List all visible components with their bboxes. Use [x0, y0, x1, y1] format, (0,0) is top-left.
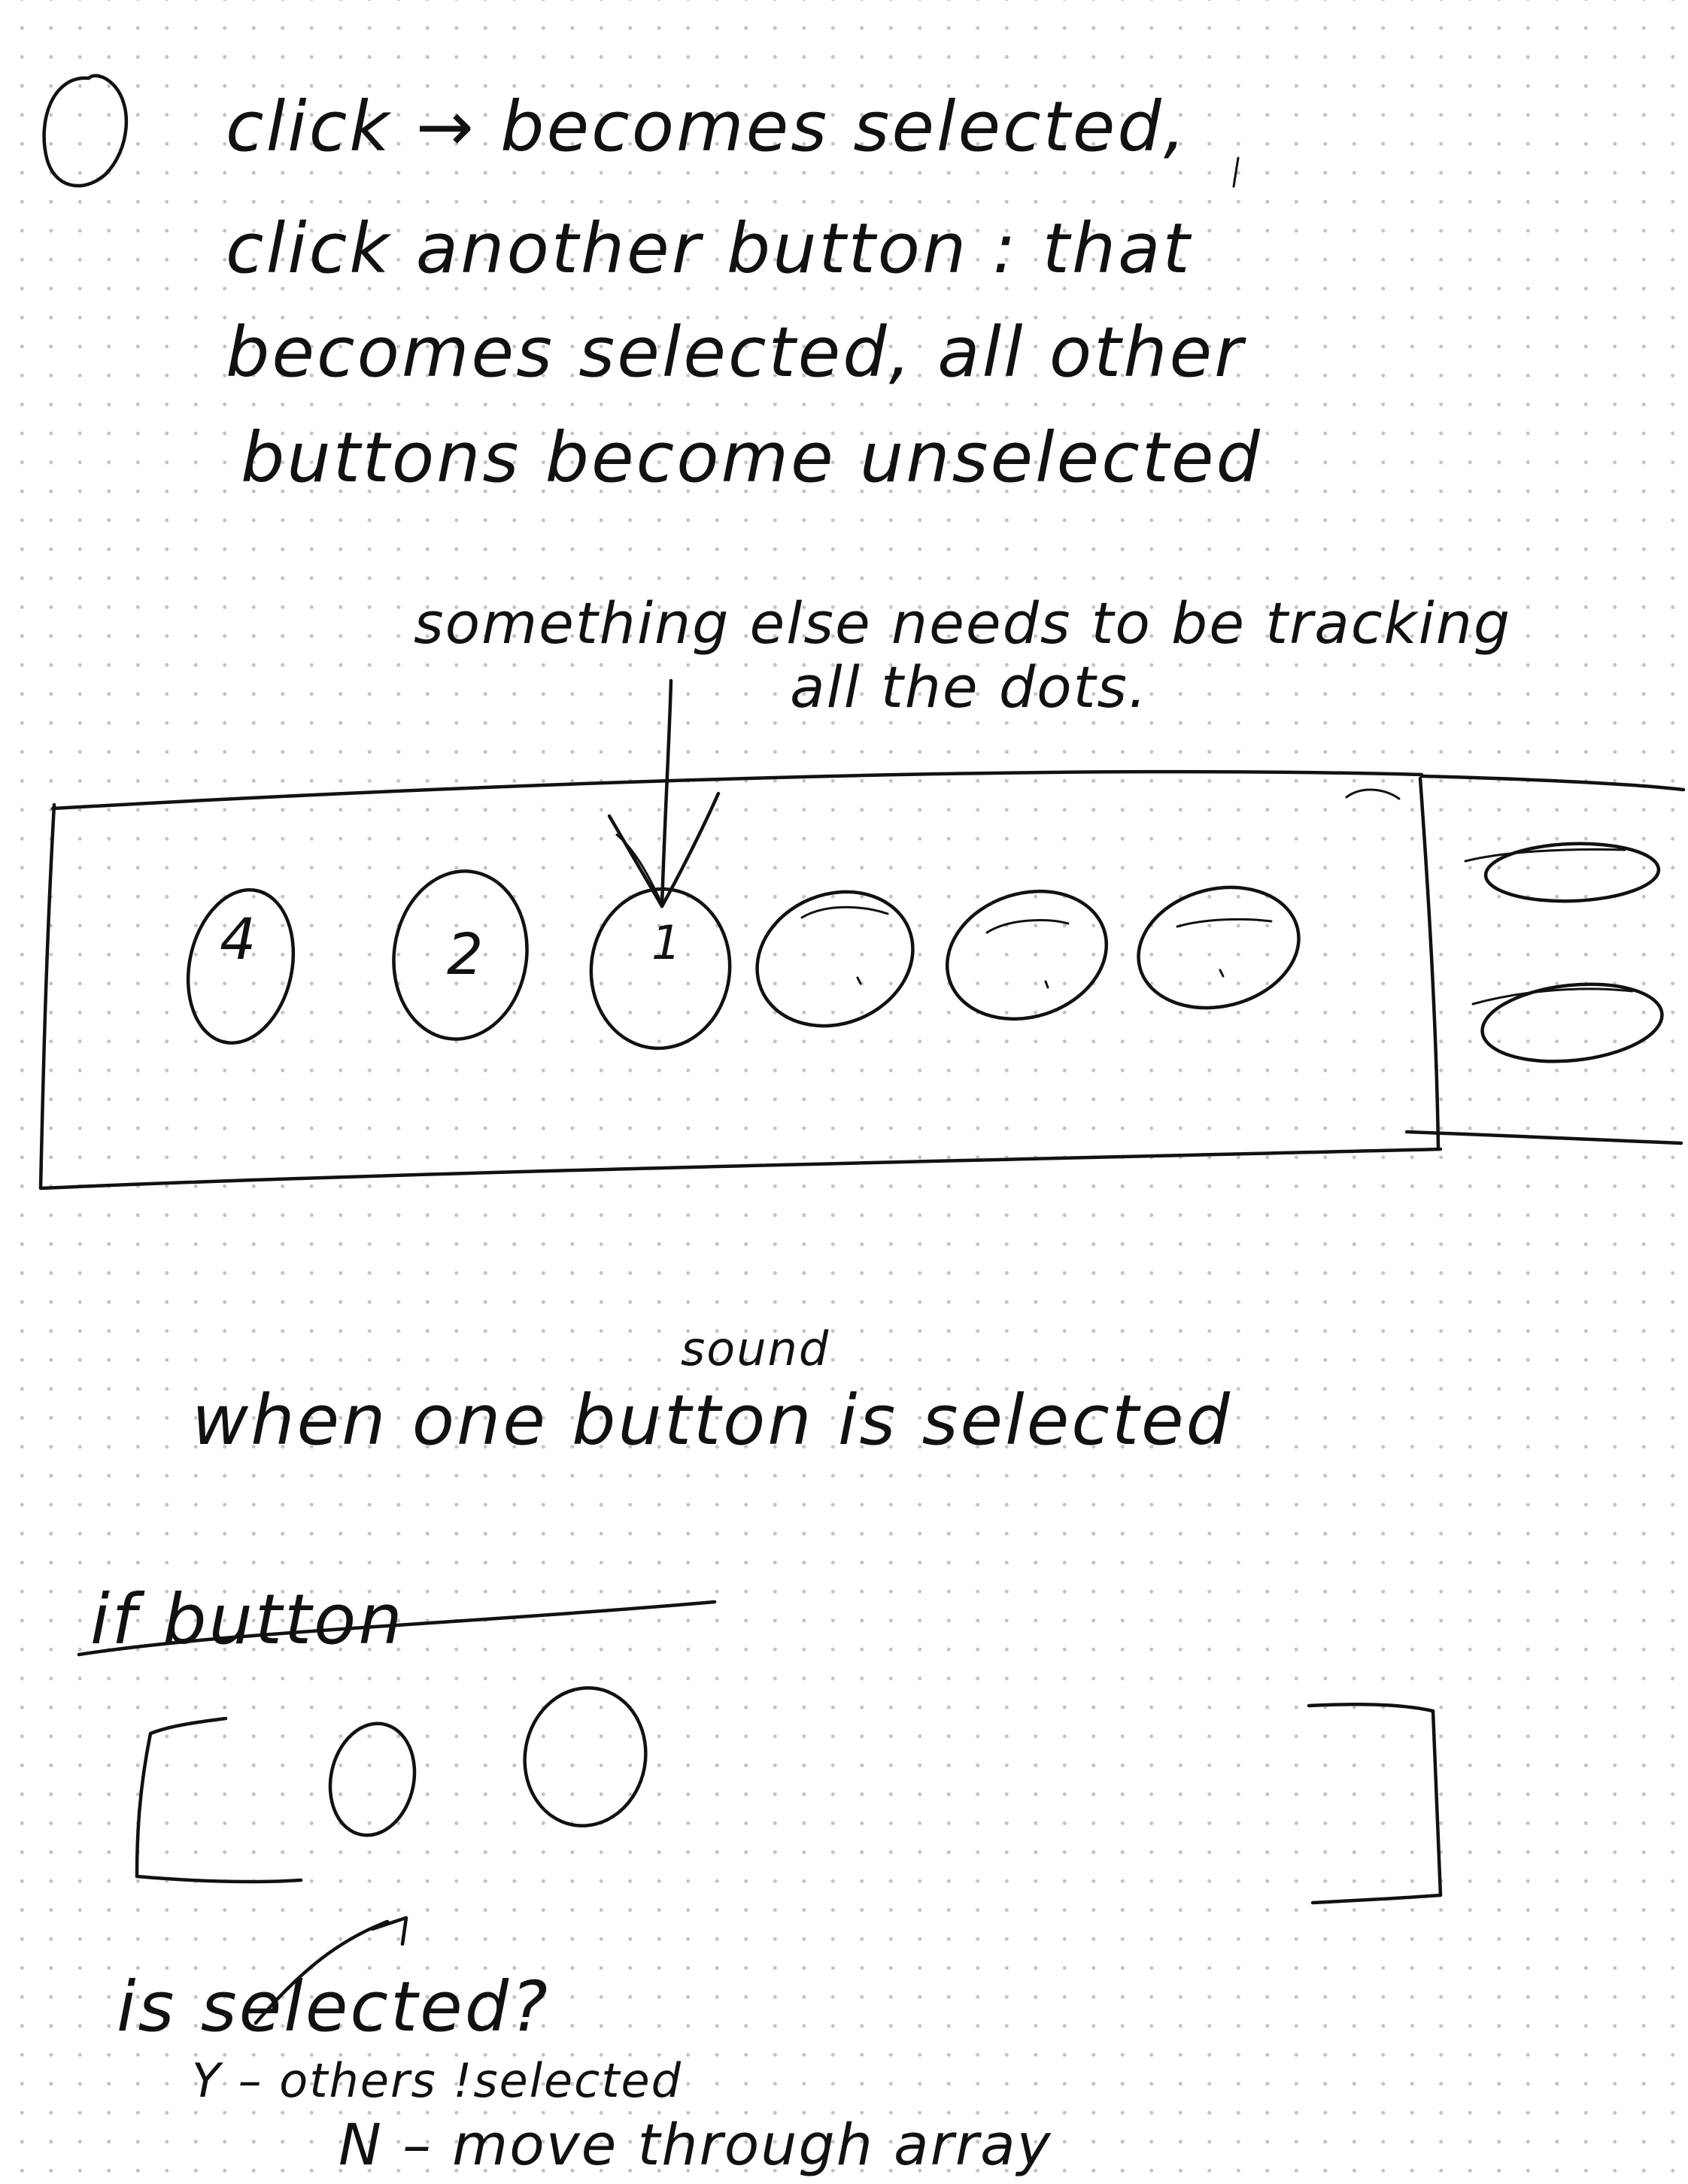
note-line-2: click another button : that	[226, 208, 1192, 289]
array-left-bracket	[135, 1716, 303, 1884]
array-dot-2[interactable]	[514, 1679, 657, 1836]
step-dot-2[interactable]	[383, 863, 537, 1048]
step-dot-1[interactable]	[175, 880, 307, 1053]
step-dot-3[interactable]	[583, 882, 737, 1055]
step-dot-2-label: 2	[447, 921, 484, 987]
sound-line: when one button is selected	[192, 1380, 1232, 1461]
strike-line	[77, 1600, 717, 1657]
crossed-out-note: if button	[77, 1579, 717, 1660]
step-dot-1-label: 4	[220, 905, 257, 972]
comma-tick	[1232, 156, 1240, 188]
side-panel-outline	[1404, 774, 1686, 1145]
side-button-top[interactable]	[1483, 841, 1661, 904]
step-one-number: 1	[69, 113, 90, 151]
note-line-1: click → becomes selected,	[226, 86, 1188, 167]
question-text: is selected?	[117, 1967, 550, 2047]
step-dot-6[interactable]	[1125, 871, 1311, 1024]
step-one-circle	[42, 74, 129, 188]
array-dot-1[interactable]	[320, 1715, 425, 1843]
note-line-6: all the dots.	[790, 654, 1148, 720]
note-line-4: buttons become unselected	[241, 417, 1262, 498]
answer-no: N – move through array	[339, 2111, 1052, 2178]
array-sketch	[135, 1679, 1443, 2025]
tracking-arrow	[607, 678, 721, 908]
step-one-marker: 1	[42, 74, 129, 188]
step-dot-5[interactable]	[931, 872, 1123, 1039]
array-pointer-arrow	[254, 1916, 408, 2025]
step-dot-3-label: 1	[651, 915, 682, 970]
answer-yes: Y – others !selected	[192, 2053, 682, 2108]
note-line-3: becomes selected, all other	[226, 312, 1246, 393]
array-right-bracket	[1307, 1703, 1443, 1905]
note-line-5: something else needs to be tracking	[414, 590, 1511, 657]
sequencer-sketch: 4 2 1	[38, 769, 1686, 1191]
sequencer-outline	[38, 769, 1443, 1191]
side-button-bottom[interactable]	[1478, 976, 1665, 1070]
step-dot-4[interactable]	[737, 869, 934, 1049]
sound-insert: sound	[681, 1321, 830, 1376]
